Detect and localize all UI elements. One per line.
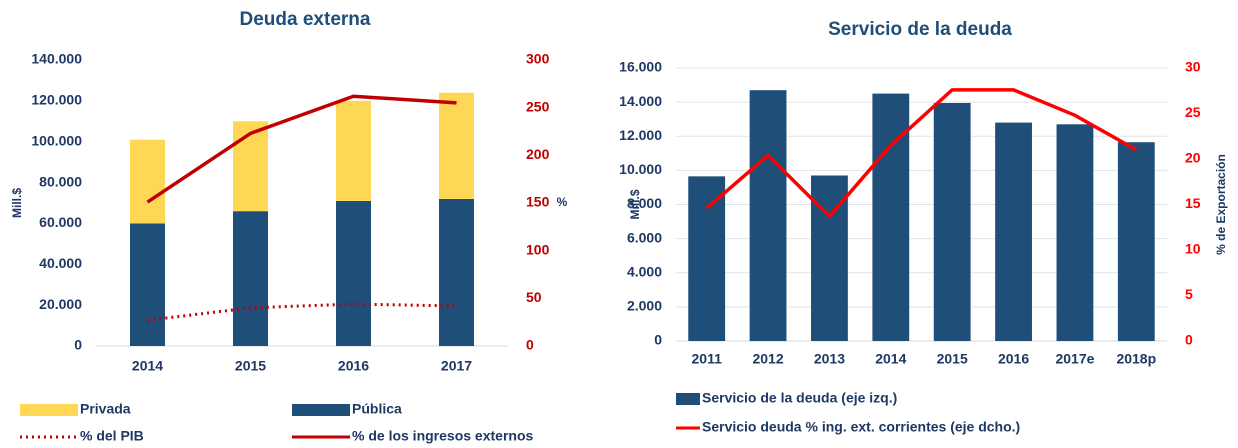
x-tick-label: 2016 <box>998 351 1029 367</box>
y-tick-label: 100.000 <box>31 132 82 148</box>
legend-label: Pública <box>352 401 402 417</box>
legend-label: Privada <box>80 401 131 417</box>
x-tick-label: 2011 <box>692 351 723 367</box>
x-tick-label: 2013 <box>814 351 845 367</box>
y-tick-label: 6.000 <box>627 229 662 245</box>
y2-axis-label: % <box>557 195 568 209</box>
y2-tick-label: 100 <box>526 241 550 257</box>
bar <box>129 223 166 346</box>
y2-tick-label: 150 <box>526 194 550 210</box>
bar <box>995 122 1032 341</box>
y2-tick-label: 15 <box>1185 195 1201 211</box>
x-tick-label: 2014 <box>132 358 163 374</box>
y-tick-label: 120.000 <box>31 92 82 108</box>
legend-swatch <box>676 393 700 405</box>
y-tick-label: 0 <box>74 337 82 353</box>
x-tick-label: 2018p <box>1116 351 1156 367</box>
x-tick-label: 2015 <box>937 351 968 367</box>
bar <box>688 176 726 341</box>
y-tick-label: 16.000 <box>619 59 662 75</box>
y-axis-label: Mill.$ <box>10 188 24 218</box>
y2-tick-label: 20 <box>1185 150 1201 166</box>
x-tick-label: 2017e <box>1055 351 1094 367</box>
y-tick-label: 140.000 <box>31 51 82 67</box>
y-tick-label: 80.000 <box>39 173 82 189</box>
legend-label: % del PIB <box>80 428 144 444</box>
y2-tick-label: 5 <box>1185 286 1193 302</box>
y-tick-label: 4.000 <box>627 263 662 279</box>
x-tick-label: 2016 <box>338 358 369 374</box>
y2-tick-label: 250 <box>526 98 550 114</box>
y-tick-label: 20.000 <box>39 296 82 312</box>
x-tick-label: 2014 <box>875 351 906 367</box>
y2-tick-label: 10 <box>1185 241 1201 257</box>
bar <box>1117 142 1155 341</box>
bar <box>438 198 475 346</box>
chart-title: Servicio de la deuda <box>828 19 1012 40</box>
bar <box>232 211 269 346</box>
legend-swatch <box>292 404 350 416</box>
bar <box>335 200 372 346</box>
y-tick-label: 10.000 <box>619 161 662 177</box>
x-tick-label: 2017 <box>441 358 472 374</box>
line-series <box>705 88 1138 219</box>
line-series <box>146 94 457 204</box>
y2-tick-label: 0 <box>526 337 534 353</box>
bar <box>335 100 372 201</box>
legend-swatch <box>20 404 78 416</box>
y-tick-label: 12.000 <box>619 127 662 143</box>
y-axis-label: Mill.$ <box>628 189 642 219</box>
y2-tick-label: 50 <box>526 289 542 305</box>
y-tick-label: 40.000 <box>39 255 82 271</box>
bar <box>933 102 971 342</box>
bar <box>438 92 475 199</box>
bar <box>872 93 910 341</box>
y2-axis-label: % de Exportación <box>1214 154 1228 255</box>
x-tick-label: 2015 <box>235 358 266 374</box>
bar <box>1056 124 1094 342</box>
y2-tick-label: 300 <box>526 51 550 67</box>
legend-label: % de los ingresos externos <box>352 428 533 444</box>
bar <box>232 121 269 212</box>
y-tick-label: 2.000 <box>627 298 662 314</box>
y2-tick-label: 0 <box>1185 332 1193 348</box>
legend-label: Servicio de la deuda (eje izq.) <box>702 390 897 406</box>
y-tick-label: 60.000 <box>39 214 82 230</box>
y-tick-label: 8.000 <box>627 195 662 211</box>
legend-label: Servicio deuda % ing. ext. corrientes (e… <box>702 419 1020 435</box>
y-tick-label: 0 <box>654 332 662 348</box>
chart-title: Deuda externa <box>240 9 371 30</box>
bar <box>129 139 166 224</box>
y2-tick-label: 200 <box>526 146 550 162</box>
bar <box>749 90 787 342</box>
y-tick-label: 14.000 <box>619 93 662 109</box>
line-series <box>147 302 457 322</box>
y2-tick-label: 25 <box>1185 104 1201 120</box>
x-tick-label: 2012 <box>752 351 783 367</box>
y2-tick-label: 30 <box>1185 59 1201 75</box>
